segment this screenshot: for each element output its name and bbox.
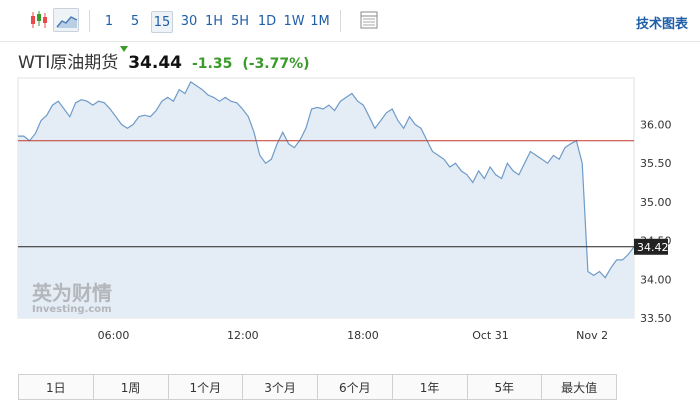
x-tick-label: 06:00 — [98, 329, 130, 342]
price-change-percent: (-3.77%) — [242, 56, 310, 72]
table-view-icon[interactable] — [356, 8, 382, 32]
x-tick-label: Oct 31 — [472, 329, 509, 342]
timeframe-1m[interactable]: 1M — [310, 14, 330, 29]
price-down-triangle-icon — [120, 46, 128, 52]
watermark-brand-cn: 英为财情 — [32, 281, 112, 305]
toolbar-divider — [340, 10, 341, 32]
range-1d-button[interactable]: 1日 — [19, 375, 94, 399]
instrument-name: WTI原油期货 — [18, 53, 119, 73]
timeframe-5h[interactable]: 5H — [230, 14, 250, 29]
price-line — [18, 81, 635, 279]
timeframe-1h[interactable]: 1H — [204, 14, 224, 29]
y-tick-label: 36.00 — [640, 118, 672, 131]
candlestick-chart-icon[interactable] — [26, 8, 52, 32]
quote-header: WTI原油期货 34.44 -1.35 (-3.77%) — [18, 48, 310, 76]
range-1m-button[interactable]: 1个月 — [168, 375, 244, 399]
timeframe-30[interactable]: 30 — [180, 14, 198, 29]
last-price: 34.44 — [128, 53, 182, 73]
y-tick-label: 34.00 — [640, 273, 672, 286]
chart-toolbar: 1 5 15 30 1H 5H 1D 1W 1M 技术图表 — [0, 0, 700, 42]
timeframe-15[interactable]: 15 — [151, 11, 173, 33]
range-5y-button[interactable]: 5年 — [467, 375, 543, 399]
timeframe-1[interactable]: 1 — [104, 14, 114, 29]
y-tick-label: 33.50 — [640, 312, 672, 325]
last-price-tag-label: 34.42 — [637, 241, 669, 254]
area-chart-icon[interactable] — [53, 8, 79, 32]
x-tick-label: 12:00 — [227, 329, 259, 342]
range-1y-button[interactable]: 1年 — [392, 375, 468, 399]
timeframe-5[interactable]: 5 — [130, 14, 140, 29]
range-3m-button[interactable]: 3个月 — [243, 375, 318, 399]
range-selector: 1日 1周 1个月 3个月 6个月 1年 5年 最大值 — [18, 374, 617, 400]
price-change: -1.35 — [192, 56, 233, 72]
range-1w-button[interactable]: 1周 — [93, 375, 169, 399]
watermark-brand-en: Investing.com — [32, 304, 112, 315]
range-max-button[interactable]: 最大值 — [542, 375, 616, 399]
x-tick-label: Nov 2 — [576, 329, 608, 342]
x-tick-label: 18:00 — [347, 329, 379, 342]
range-6m-button[interactable]: 6个月 — [318, 375, 393, 399]
last-price-tag — [634, 238, 668, 255]
toolbar-divider — [89, 10, 90, 32]
y-tick-label: 35.00 — [640, 196, 672, 209]
y-tick-label: 35.50 — [640, 157, 672, 170]
timeframe-1d[interactable]: 1D — [257, 14, 277, 29]
technical-chart-link[interactable]: 技术图表 — [635, 17, 688, 32]
timeframe-1w[interactable]: 1W — [283, 14, 305, 29]
